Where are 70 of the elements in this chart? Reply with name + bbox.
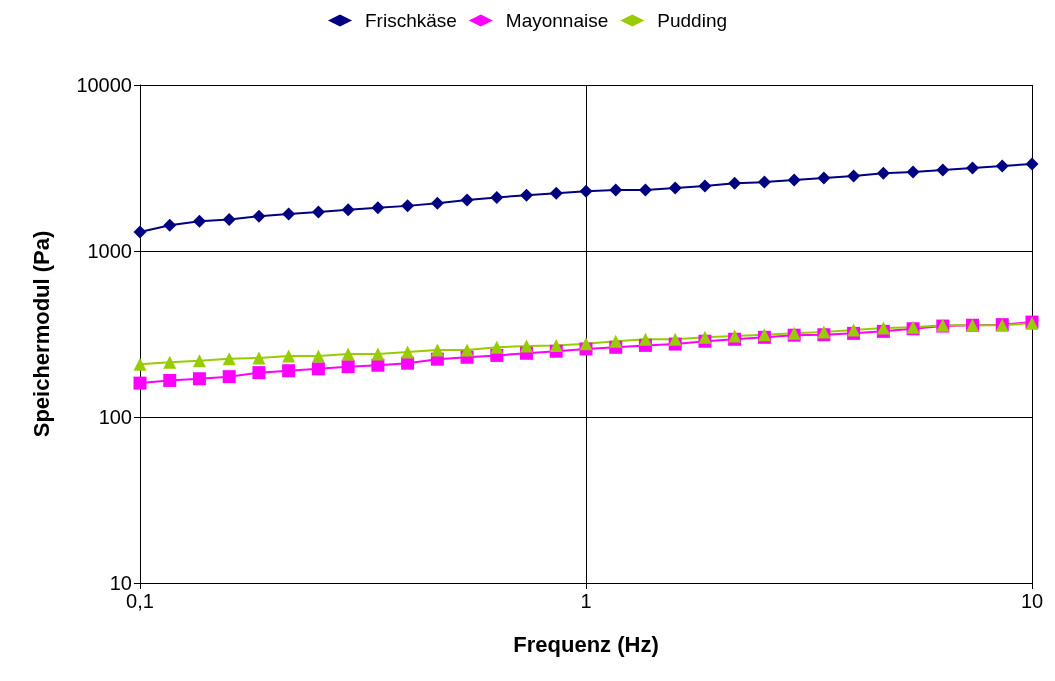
point xyxy=(757,175,771,189)
point xyxy=(520,188,534,202)
point xyxy=(430,343,444,357)
point xyxy=(698,330,712,344)
point xyxy=(460,343,474,357)
legend-label: Pudding xyxy=(657,10,728,31)
point xyxy=(698,179,712,193)
legend-label: Frischkäse xyxy=(364,10,457,31)
point xyxy=(192,214,206,228)
point xyxy=(222,212,236,226)
point xyxy=(133,225,147,239)
y-tick-label: 1000 xyxy=(87,240,132,262)
point xyxy=(549,186,563,200)
point xyxy=(371,347,385,361)
point xyxy=(401,345,415,359)
point xyxy=(371,358,385,372)
point xyxy=(460,193,474,207)
point xyxy=(311,349,325,363)
x-tick-label: 10 xyxy=(1020,590,1044,612)
point xyxy=(222,370,236,384)
point xyxy=(549,338,563,352)
point xyxy=(638,332,652,346)
point xyxy=(787,173,801,187)
point xyxy=(341,360,355,374)
point xyxy=(490,340,504,354)
x-axis-title: Frequenz (Hz) xyxy=(513,631,659,657)
y-tick-label: 100 xyxy=(98,406,132,428)
y-axis-title: Speichermodul (Pa) xyxy=(28,230,54,438)
x-tick-label: 1 xyxy=(580,590,592,612)
point xyxy=(163,355,177,369)
point xyxy=(222,352,236,366)
point xyxy=(311,205,325,219)
point xyxy=(192,354,206,368)
point xyxy=(1025,157,1039,171)
point xyxy=(579,337,593,351)
point xyxy=(936,163,950,177)
point xyxy=(133,357,147,371)
y-tick-label: 10000 xyxy=(76,74,132,96)
point xyxy=(282,349,296,363)
point xyxy=(966,161,980,175)
point xyxy=(430,196,444,210)
point xyxy=(192,372,206,386)
point xyxy=(133,376,147,390)
point xyxy=(995,159,1009,173)
point xyxy=(817,171,831,185)
point xyxy=(668,332,682,346)
point xyxy=(282,207,296,221)
point xyxy=(252,366,266,380)
point xyxy=(341,203,355,217)
point xyxy=(163,373,177,387)
point xyxy=(520,339,534,353)
point xyxy=(252,209,266,223)
point xyxy=(490,191,504,205)
point xyxy=(163,218,177,232)
point xyxy=(668,181,682,195)
point xyxy=(906,165,920,179)
point xyxy=(341,347,355,361)
point xyxy=(876,166,890,180)
point xyxy=(311,362,325,376)
point xyxy=(638,183,652,197)
point xyxy=(728,176,742,190)
point xyxy=(609,183,623,197)
point xyxy=(252,351,266,365)
point xyxy=(579,184,593,198)
point xyxy=(847,169,861,183)
point xyxy=(609,334,623,348)
point xyxy=(401,199,415,213)
point xyxy=(371,201,385,215)
point xyxy=(282,364,296,378)
legend-label: Mayonnaise xyxy=(505,10,609,31)
